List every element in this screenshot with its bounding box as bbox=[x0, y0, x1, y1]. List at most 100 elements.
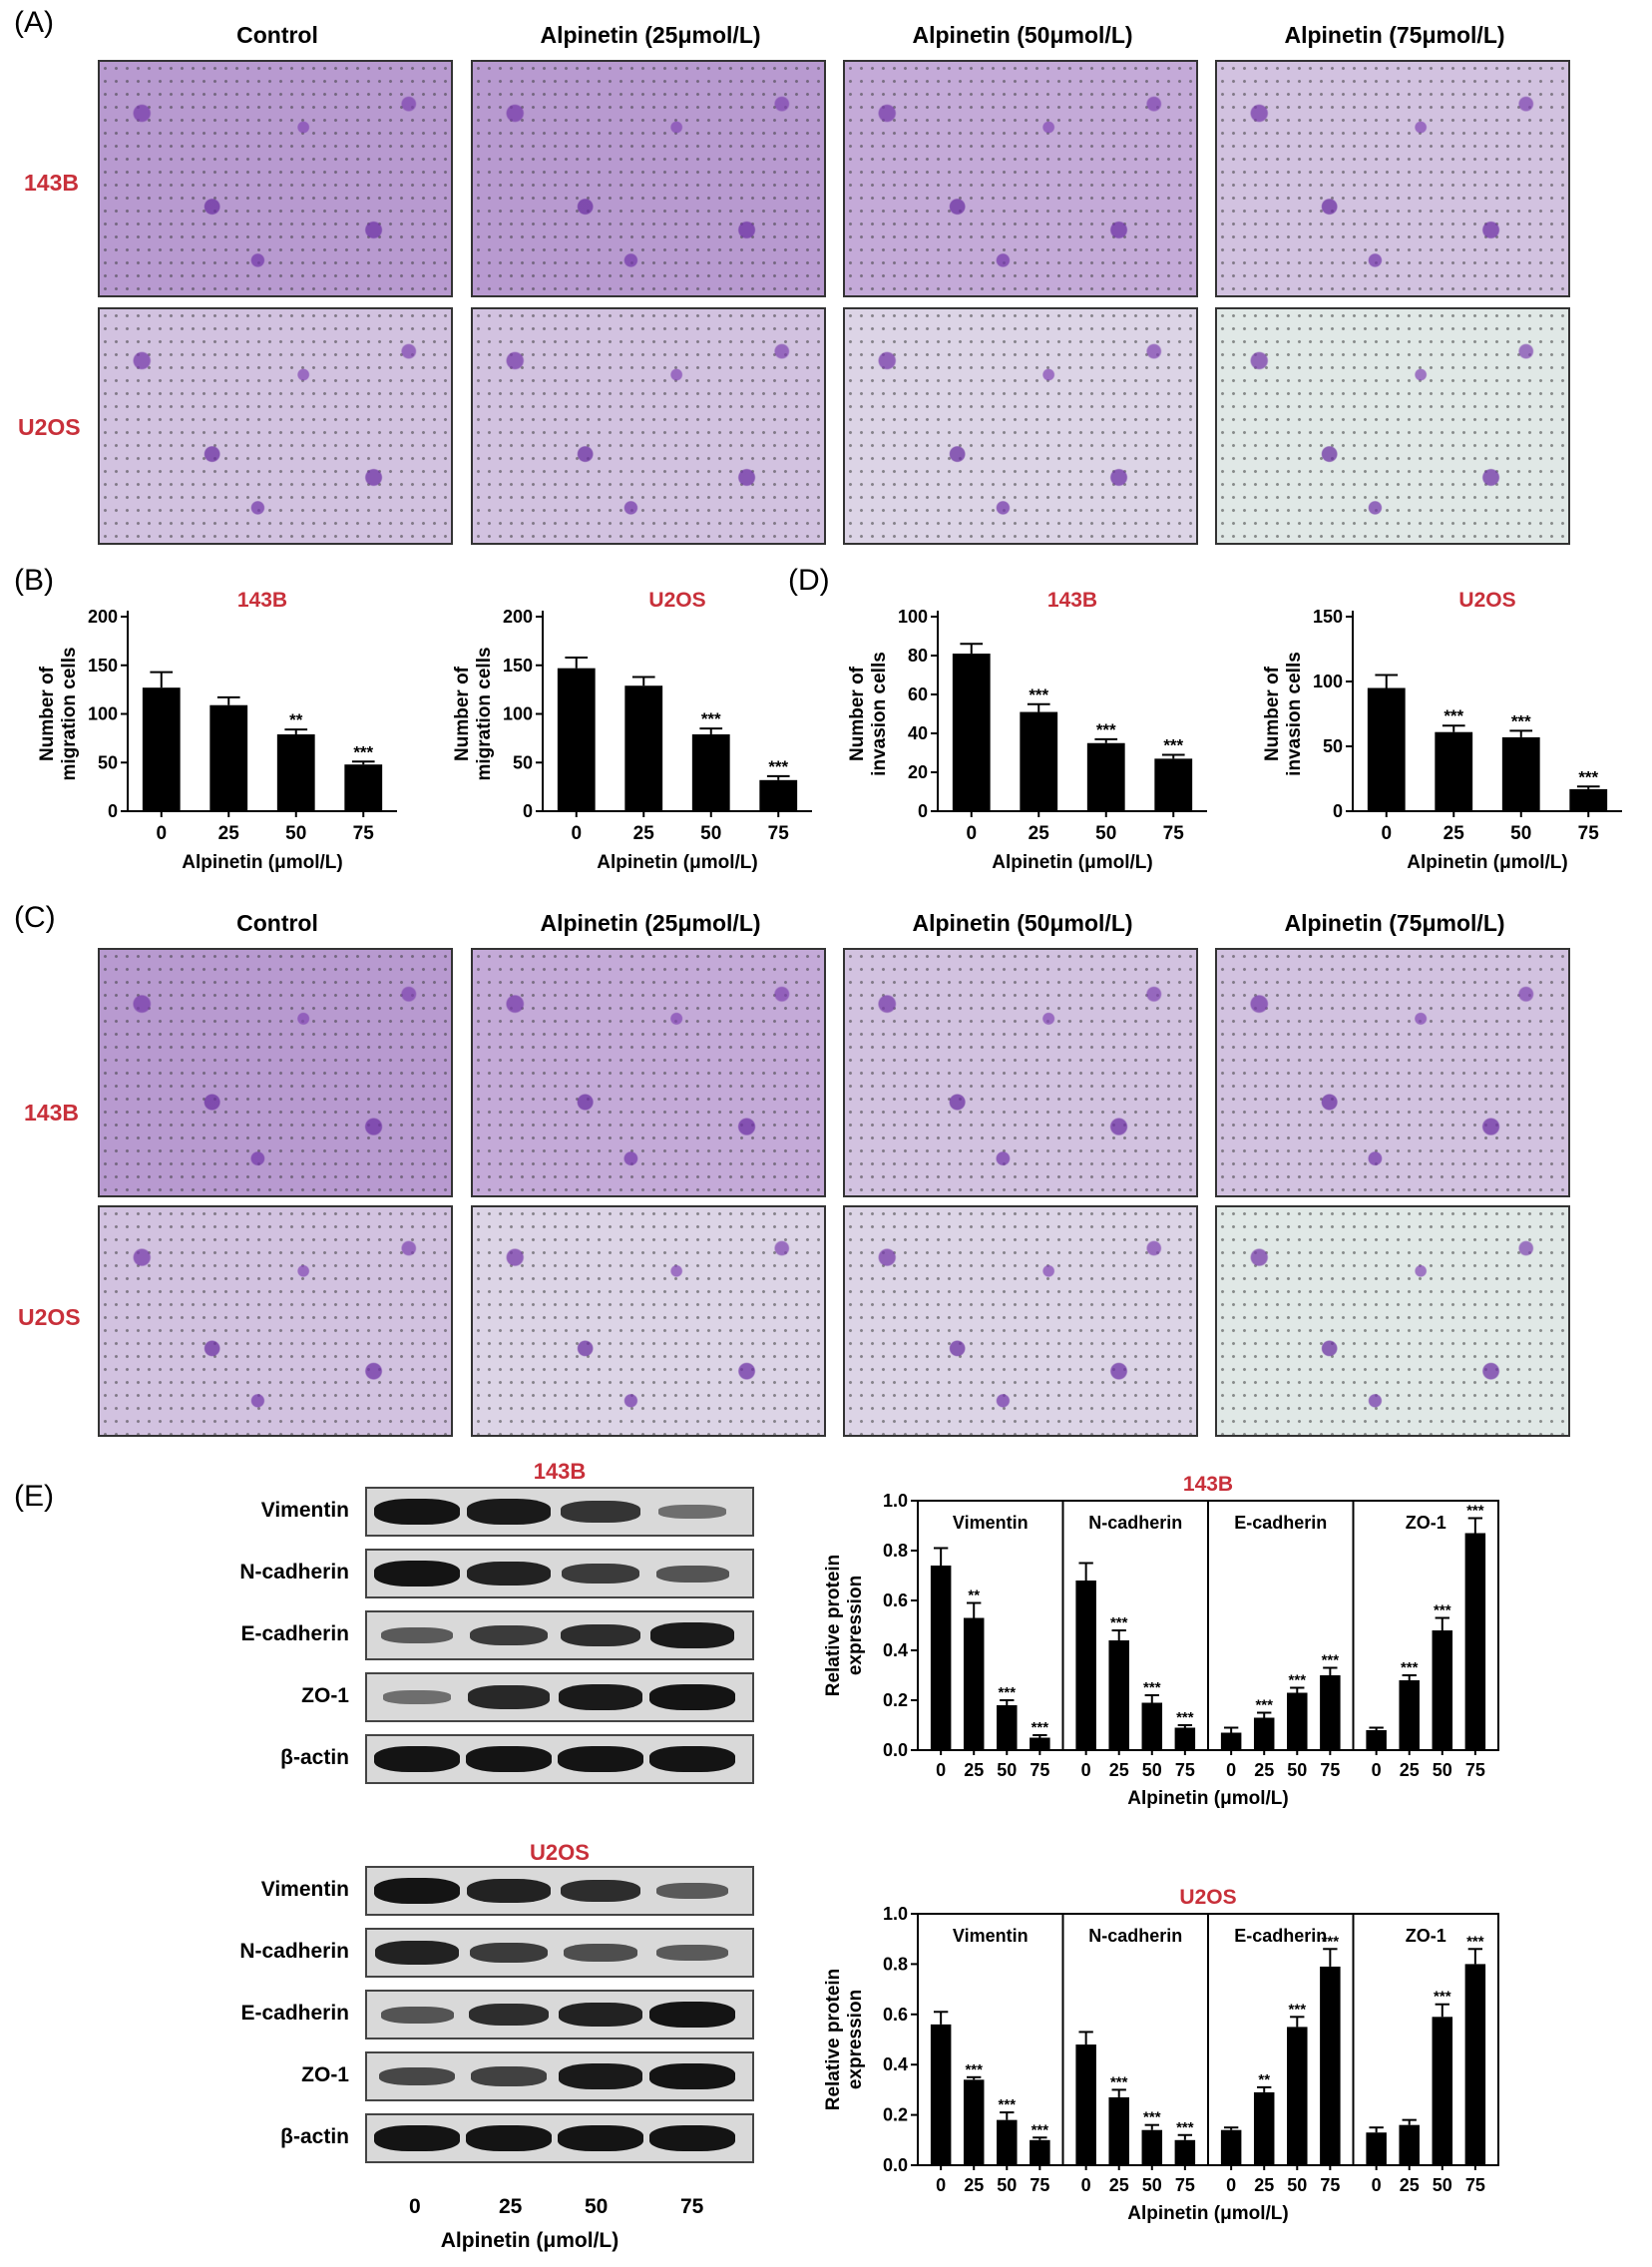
chart-title: 143B bbox=[237, 589, 287, 612]
blot-band bbox=[561, 1563, 640, 1585]
x-tick-label: 50 bbox=[1510, 823, 1531, 844]
x-tick-label: 25 bbox=[1029, 823, 1050, 844]
bar bbox=[1569, 788, 1608, 811]
y-tick-label: 100 bbox=[898, 607, 928, 627]
micrograph-c-u2os-50 bbox=[843, 1205, 1198, 1437]
blot-label: β-actin bbox=[280, 2125, 349, 2148]
micrograph-c-u2os-control bbox=[98, 1205, 453, 1437]
x-tick-label: 0 bbox=[571, 823, 582, 844]
blot-xlabel: Alpinetin (μmol/L) bbox=[440, 2229, 620, 2252]
micrograph-a-143b-control bbox=[98, 60, 453, 297]
significance-label: *** bbox=[1578, 767, 1598, 786]
y-tick-label: 50 bbox=[1323, 736, 1343, 756]
x-tick-label: 50 bbox=[1433, 2175, 1452, 2195]
x-tick-label: 50 bbox=[700, 823, 721, 844]
x-tick-label: 50 bbox=[285, 823, 306, 844]
significance-label: *** bbox=[1176, 1709, 1194, 1726]
micrograph-a-u2os-control bbox=[98, 307, 453, 545]
y-axis-label: Number ofinvasion cells bbox=[1262, 652, 1305, 776]
x-tick-label: 50 bbox=[1287, 2175, 1307, 2195]
y-axis-label-line: expression bbox=[845, 1990, 866, 2089]
x-tick-label: 25 bbox=[964, 1760, 984, 1780]
significance-label: ** bbox=[289, 710, 303, 729]
blot-band bbox=[563, 1944, 638, 1962]
x-tick-label: 75 bbox=[1030, 2175, 1049, 2195]
x-tick-label: 50 bbox=[997, 1760, 1017, 1780]
significance-label: *** bbox=[1110, 1614, 1128, 1631]
x-tick-label: 25 bbox=[218, 823, 240, 844]
y-tick-label: 0.6 bbox=[883, 1590, 908, 1610]
bar bbox=[1253, 2091, 1275, 2165]
blot-band bbox=[466, 1499, 552, 1525]
x-tick-label: 25 bbox=[964, 2175, 984, 2195]
blot-band bbox=[380, 2006, 454, 2024]
y-tick-label: 0.8 bbox=[883, 1541, 908, 1561]
chart-title: U2OS bbox=[648, 589, 705, 612]
bar bbox=[1030, 2139, 1050, 2165]
bar bbox=[963, 2079, 985, 2165]
y-tick-label: 0 bbox=[918, 801, 928, 821]
bar bbox=[142, 687, 181, 811]
y-tick-label: 0.8 bbox=[883, 1954, 908, 1974]
blot-strip bbox=[365, 2051, 754, 2101]
micrograph-a-143b-25 bbox=[471, 60, 826, 297]
bar bbox=[1141, 2129, 1163, 2165]
x-tick-label: 25 bbox=[1400, 1760, 1420, 1780]
x-axis-label: Alpinetin (μmol/L) bbox=[1127, 2203, 1289, 2224]
micrograph-a-u2os-75 bbox=[1215, 307, 1570, 545]
micrograph-a-143b-75 bbox=[1215, 60, 1570, 297]
significance-label: *** bbox=[1401, 1659, 1419, 1676]
x-tick-label: 0 bbox=[1226, 2175, 1236, 2195]
x-tick-label: 25 bbox=[1109, 1760, 1129, 1780]
blot-label: N-cadherin bbox=[239, 1561, 349, 1584]
bar bbox=[1399, 1680, 1420, 1750]
significance-label: *** bbox=[1434, 1989, 1451, 2006]
group-label: ZO-1 bbox=[1406, 1926, 1446, 1946]
y-tick-label: 200 bbox=[503, 607, 533, 627]
bar bbox=[1020, 711, 1058, 811]
blot-label: Vimentin bbox=[260, 1499, 349, 1522]
group-label: E-cadherin bbox=[1234, 1926, 1327, 1946]
x-tick-label: 0 bbox=[966, 823, 977, 844]
blot-band bbox=[561, 1501, 640, 1523]
blot-title-143b: 143B bbox=[533, 1459, 587, 1484]
blot-band bbox=[558, 1684, 643, 1710]
significance-label: *** bbox=[1029, 685, 1048, 704]
blot-band bbox=[558, 2125, 643, 2151]
y-axis-label-line: Number of bbox=[847, 666, 868, 761]
significance-label: *** bbox=[1434, 1602, 1451, 1619]
y-tick-label: 0.0 bbox=[883, 1740, 908, 1760]
y-axis-label-line: Relative protein bbox=[823, 1555, 844, 1697]
bar bbox=[1287, 2027, 1308, 2165]
blot-label: ZO-1 bbox=[301, 2063, 349, 2086]
bar bbox=[1464, 1964, 1486, 2165]
bar bbox=[1464, 1533, 1486, 1750]
blot-title-u2os: U2OS bbox=[530, 1840, 590, 1865]
bar bbox=[1174, 1727, 1196, 1750]
bar bbox=[1501, 736, 1540, 811]
chart-b-143b: 0 50 100 150 200 0 25 ** 50 *** 75 Alpinetin (μmol/… bbox=[37, 589, 397, 873]
blot-band bbox=[649, 1622, 735, 1648]
blot-band bbox=[467, 1561, 551, 1587]
y-tick-label: 1.0 bbox=[883, 1904, 908, 1924]
y-axis-label: Relative proteinexpression bbox=[823, 1969, 866, 2111]
x-tick-label: 75 bbox=[1578, 823, 1600, 844]
col-title-50: Alpinetin (50μmol/L) bbox=[912, 22, 1133, 48]
chart-e-143b: 0.0 0.2 0.4 0.6 0.8 1.0 Vimentin 0 ** 25 *** 50 *** 7… bbox=[823, 1473, 1499, 1809]
y-tick-label: 0.2 bbox=[883, 1690, 908, 1710]
x-tick-label: 75 bbox=[1175, 1760, 1195, 1780]
chart-e-u2os: 0.00.20.40.60.81.0Vimentin0***25***50***… bbox=[823, 1886, 1499, 2224]
col-title-75: Alpinetin (75μmol/L) bbox=[1284, 22, 1505, 48]
y-tick-label: 0.2 bbox=[883, 2105, 908, 2125]
x-tick-label: 0 bbox=[156, 823, 167, 844]
bar bbox=[759, 779, 798, 811]
panel-label-c: (C) bbox=[14, 901, 56, 934]
y-tick-label: 100 bbox=[1313, 672, 1343, 691]
significance-label: *** bbox=[1176, 2119, 1194, 2136]
x-tick-label: 0 bbox=[1381, 823, 1392, 844]
significance-label: *** bbox=[1096, 720, 1116, 739]
x-tick-label: 75 bbox=[768, 823, 790, 844]
y-tick-label: 200 bbox=[88, 607, 118, 627]
x-tick-label: 50 bbox=[1433, 1760, 1452, 1780]
x-tick-label: 75 bbox=[1465, 1760, 1485, 1780]
